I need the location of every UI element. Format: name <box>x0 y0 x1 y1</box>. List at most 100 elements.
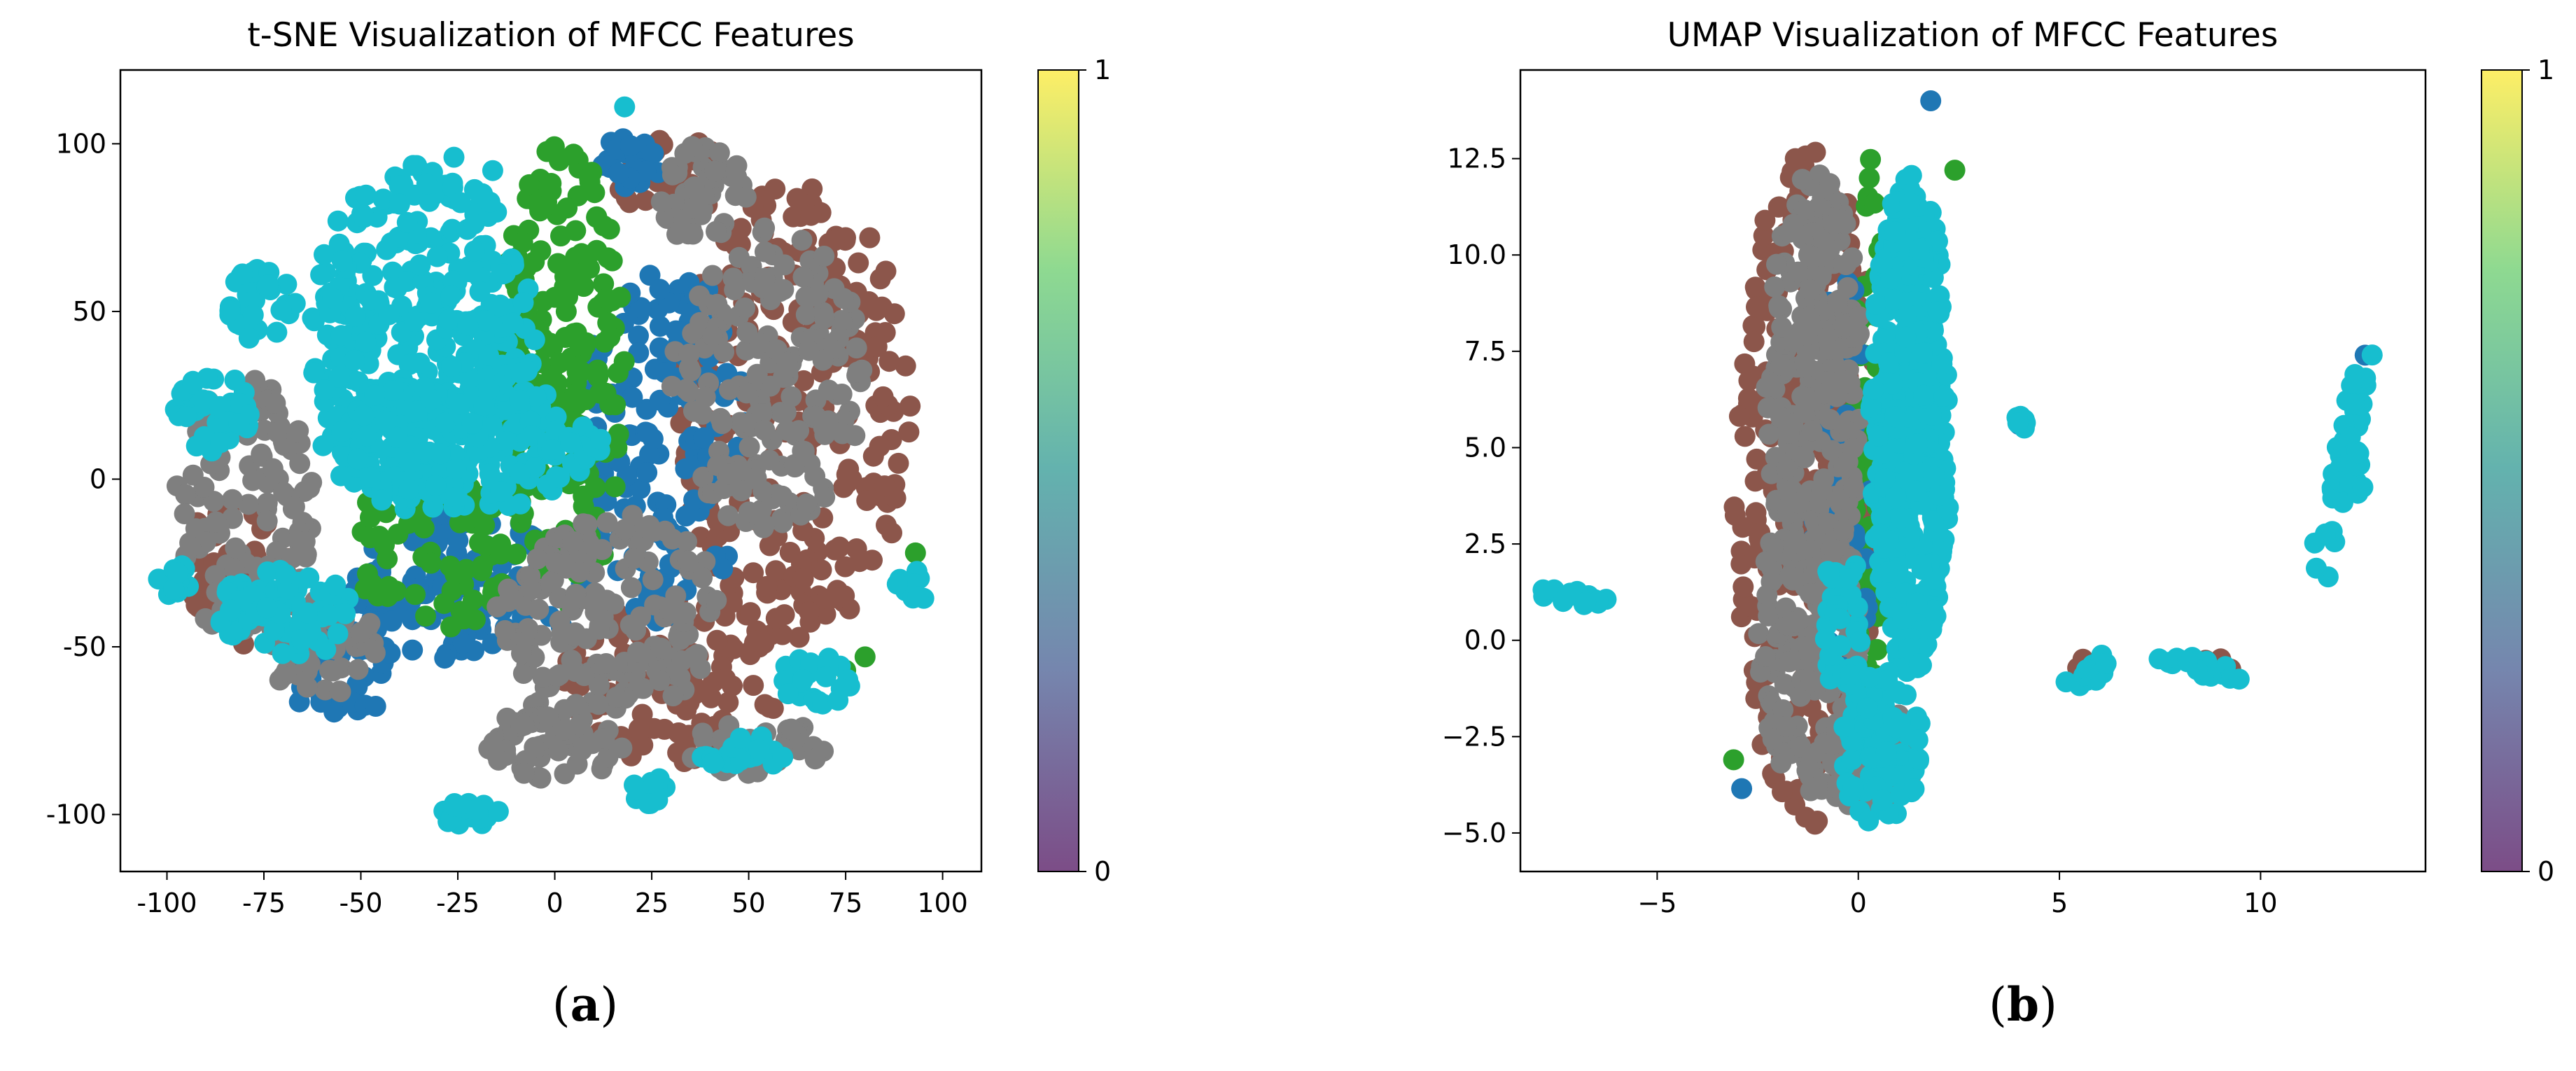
data-point <box>438 309 460 330</box>
x-tick-label: 0 <box>546 888 563 918</box>
data-point <box>521 425 542 447</box>
data-point <box>270 300 292 321</box>
data-point <box>1755 551 1777 573</box>
data-point <box>1894 342 1916 363</box>
data-point <box>1732 576 1754 598</box>
data-point <box>597 312 619 334</box>
data-point <box>650 637 672 659</box>
data-point <box>650 191 672 213</box>
data-point <box>878 351 900 372</box>
data-point <box>1872 442 1894 464</box>
data-point <box>573 665 595 687</box>
data-point <box>322 660 344 682</box>
data-point <box>1814 383 1835 405</box>
data-point <box>623 547 645 569</box>
data-point <box>1776 458 1798 479</box>
data-point <box>1830 370 1852 391</box>
data-point <box>478 379 500 400</box>
data-point <box>335 603 356 624</box>
data-point <box>455 559 477 580</box>
data-point <box>594 331 615 353</box>
colorbar <box>2481 69 2523 872</box>
data-point <box>289 453 311 475</box>
data-point <box>237 493 259 515</box>
data-point <box>228 413 250 435</box>
data-point <box>671 650 692 671</box>
data-point <box>276 274 298 295</box>
data-point <box>771 485 793 507</box>
data-point <box>1789 736 1811 758</box>
data-point <box>299 477 321 499</box>
data-point <box>706 293 728 315</box>
data-point <box>547 665 568 687</box>
data-point <box>396 211 418 233</box>
data-point <box>421 388 442 410</box>
data-point <box>793 440 815 462</box>
data-point <box>364 642 386 664</box>
data-point <box>554 720 575 741</box>
data-point <box>1779 221 1800 243</box>
data-point <box>802 178 823 200</box>
data-point <box>511 643 532 664</box>
data-point <box>509 389 531 411</box>
data-point <box>372 188 394 210</box>
data-point <box>488 749 510 771</box>
data-point <box>462 589 484 611</box>
data-point <box>540 571 562 593</box>
data-point <box>907 586 929 608</box>
data-point <box>1744 470 1766 492</box>
data-point <box>834 556 856 578</box>
data-point <box>774 604 795 626</box>
data-point <box>1823 539 1845 561</box>
data-point <box>463 213 485 234</box>
data-point <box>1856 697 1878 719</box>
data-point <box>706 589 727 611</box>
data-point <box>541 439 563 461</box>
data-point <box>638 793 659 814</box>
data-point <box>549 587 570 609</box>
data-point <box>622 386 643 408</box>
data-point <box>779 542 801 563</box>
data-point <box>1745 518 1767 540</box>
data-point <box>706 629 728 651</box>
data-point <box>1878 352 1899 374</box>
data-point <box>874 475 895 497</box>
data-point <box>1819 173 1840 195</box>
data-point <box>2095 652 2117 674</box>
data-point <box>872 386 894 407</box>
data-point <box>804 465 826 487</box>
data-point <box>875 260 897 282</box>
data-point <box>472 183 493 204</box>
data-point <box>682 323 704 344</box>
data-point <box>1911 342 1933 363</box>
data-point <box>724 279 746 301</box>
y-tick-label: 7.5 <box>1464 336 1506 367</box>
data-point <box>589 675 610 696</box>
data-point <box>754 419 776 441</box>
data-point <box>520 579 542 601</box>
data-point <box>723 638 745 659</box>
data-point <box>1775 715 1797 737</box>
data-point <box>740 602 761 624</box>
data-point <box>1933 386 1955 407</box>
data-point <box>730 218 752 239</box>
data-point <box>331 421 353 442</box>
y-tick-label: 100 <box>55 128 106 159</box>
data-point <box>513 715 535 736</box>
data-point <box>1768 295 1790 316</box>
data-point <box>665 320 687 342</box>
data-point <box>662 685 684 707</box>
data-point <box>388 193 410 215</box>
data-point <box>620 614 641 636</box>
data-point <box>1923 510 1944 532</box>
data-point <box>205 511 227 533</box>
data-point <box>818 410 839 432</box>
data-point <box>1798 307 1820 328</box>
data-point <box>684 176 705 197</box>
data-point <box>635 160 657 182</box>
data-point <box>751 403 773 424</box>
data-point <box>267 421 288 443</box>
data-point <box>792 668 814 690</box>
data-point <box>1913 384 1934 406</box>
data-point <box>536 195 557 216</box>
